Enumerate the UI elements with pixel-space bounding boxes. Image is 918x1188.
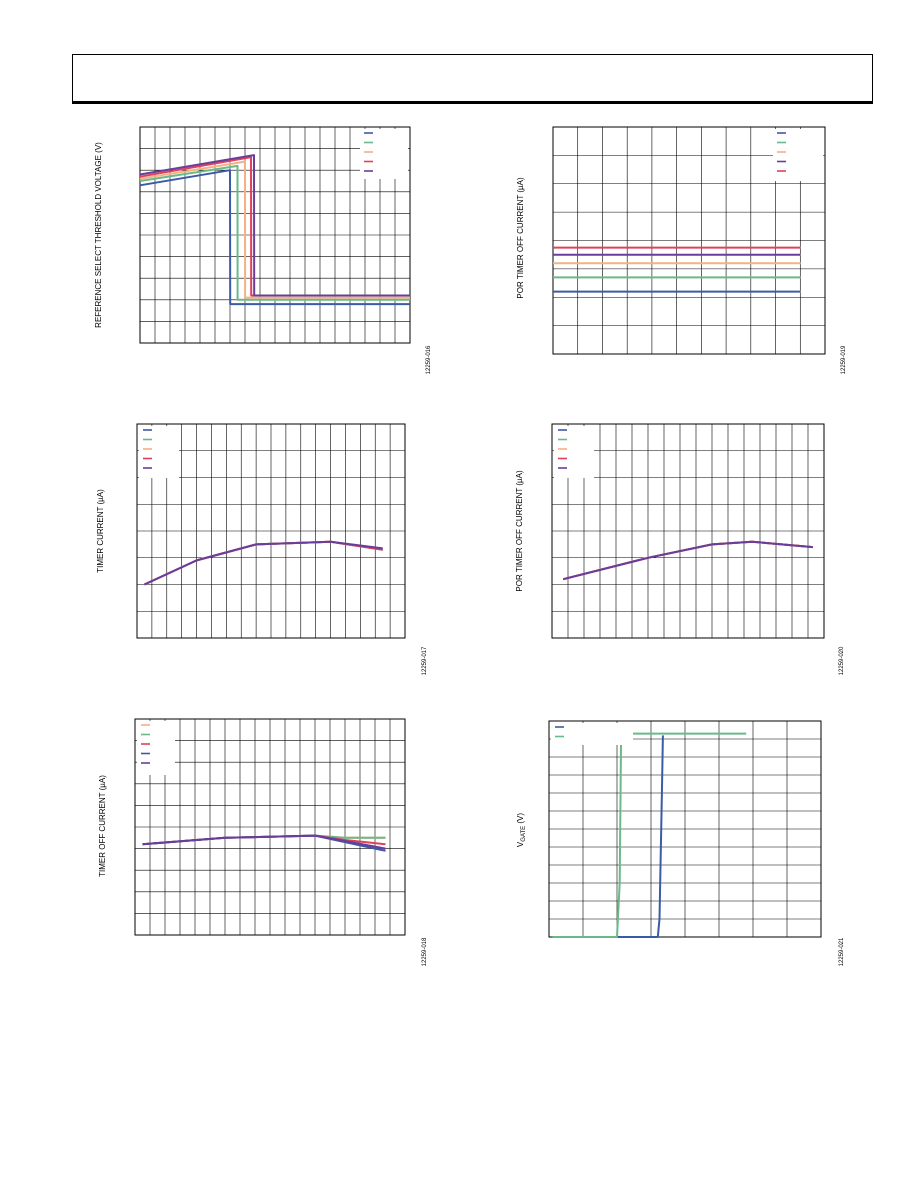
y-axis-label: POR TIMER OFF CURRENT (µA) bbox=[516, 177, 525, 299]
gridlines bbox=[135, 719, 405, 935]
legend-box bbox=[554, 426, 594, 478]
series-layer bbox=[143, 540, 383, 586]
series-layer bbox=[552, 732, 747, 938]
gridlines bbox=[549, 721, 821, 937]
figure-code: 12259-016 bbox=[426, 345, 432, 374]
y-axis-label: POR TIMER OFF CURRENT (µA) bbox=[515, 470, 524, 592]
series-line-2 bbox=[552, 732, 747, 938]
series-line-5 bbox=[139, 154, 410, 297]
chart-vgate: VGATE (V) 12259-021 bbox=[516, 720, 845, 966]
series-line-3 bbox=[139, 160, 410, 299]
y-axis-label-main: V bbox=[516, 841, 525, 847]
figure-code: 12259-021 bbox=[839, 937, 845, 966]
legend bbox=[360, 129, 408, 179]
legend bbox=[137, 721, 175, 775]
figure-code: 12259-019 bbox=[841, 345, 847, 374]
legend bbox=[139, 426, 179, 478]
chart-reference-select-threshold: REFERENCE SELECT THRESHOLD VOLTAGE (V) 1… bbox=[94, 126, 432, 374]
series-line-5 bbox=[562, 540, 813, 581]
gridlines bbox=[553, 127, 825, 354]
legend bbox=[551, 723, 633, 745]
series-line-1 bbox=[139, 169, 410, 306]
chart-timer-current: TIMER CURRENT (µA) 12259-017 bbox=[96, 423, 428, 675]
series-layer bbox=[139, 154, 410, 306]
chart-timer-off-current: TIMER OFF CURRENT (µA) 12259-018 bbox=[98, 718, 428, 966]
figure-code: 12259-018 bbox=[422, 937, 428, 966]
y-axis-label-sub: GATE bbox=[521, 826, 527, 842]
legend-box bbox=[139, 426, 179, 478]
legend-box bbox=[551, 723, 633, 745]
page-header-box bbox=[72, 54, 873, 102]
y-axis-label: VGATE (V) bbox=[516, 813, 527, 847]
legend-box bbox=[773, 129, 823, 181]
gridlines bbox=[552, 424, 824, 638]
figure-code: 12259-017 bbox=[422, 646, 428, 675]
figure-code: 12259-020 bbox=[839, 646, 845, 675]
chart-por-timer-off-current-a: POR TIMER OFF CURRENT (µA) 12259-019 bbox=[516, 126, 847, 374]
series-line-2 bbox=[139, 164, 410, 301]
y-axis-label: TIMER OFF CURRENT (µA) bbox=[98, 775, 107, 877]
series-line-5 bbox=[143, 540, 383, 586]
legend bbox=[554, 426, 594, 478]
legend bbox=[773, 129, 823, 181]
y-axis-label-tail: (V) bbox=[516, 813, 525, 826]
series-layer bbox=[553, 246, 801, 293]
legend-box bbox=[137, 721, 175, 775]
series-line-1 bbox=[552, 735, 664, 938]
series-line-5 bbox=[142, 834, 386, 850]
series-layer bbox=[562, 540, 813, 581]
gridlines bbox=[137, 424, 405, 638]
chart-por-timer-off-current-b: POR TIMER OFF CURRENT (µA) 12259-020 bbox=[515, 423, 845, 675]
y-axis-label: TIMER CURRENT (µA) bbox=[96, 489, 105, 573]
y-axis-label: REFERENCE SELECT THRESHOLD VOLTAGE (V) bbox=[94, 142, 103, 328]
series-layer bbox=[142, 834, 386, 852]
header-rule bbox=[72, 102, 873, 104]
